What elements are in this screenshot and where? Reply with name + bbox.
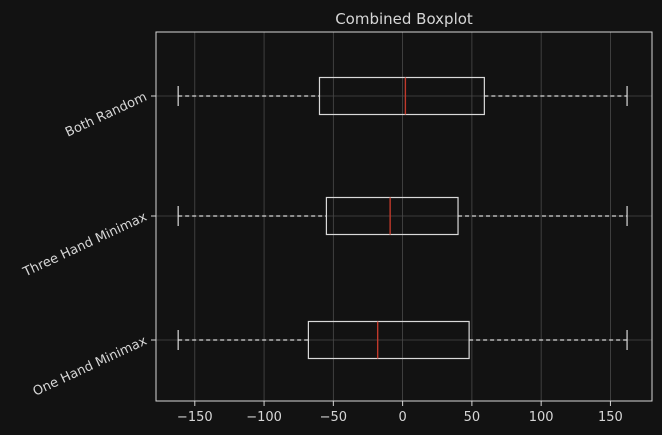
box-group [177,320,628,360]
y-tick-label: Both Random [63,90,149,141]
box-group [177,196,628,236]
x-tick-label: −50 [320,410,347,425]
y-tick-label: One Hand Minimax [31,334,150,400]
x-axis: −150 −100 −50 0 50 100 150 [177,401,623,425]
x-tick-label: −150 [177,410,213,425]
x-tick-label: 50 [464,410,481,425]
chart-title: Combined Boxplot [335,10,473,28]
y-axis: Both Random Three Hand Minimax One Hand Mi… [20,90,156,400]
box-iqr [318,76,485,116]
y-tick-label: Three Hand Minimax [20,210,150,281]
x-tick-label: 100 [529,410,554,425]
boxes-layer [177,76,628,360]
x-tick-label: 0 [398,410,406,425]
box-group [177,76,628,116]
x-tick-label: −100 [246,410,282,425]
box-iqr [325,196,459,236]
x-tick-label: 150 [598,410,623,425]
box-iqr [307,320,470,360]
